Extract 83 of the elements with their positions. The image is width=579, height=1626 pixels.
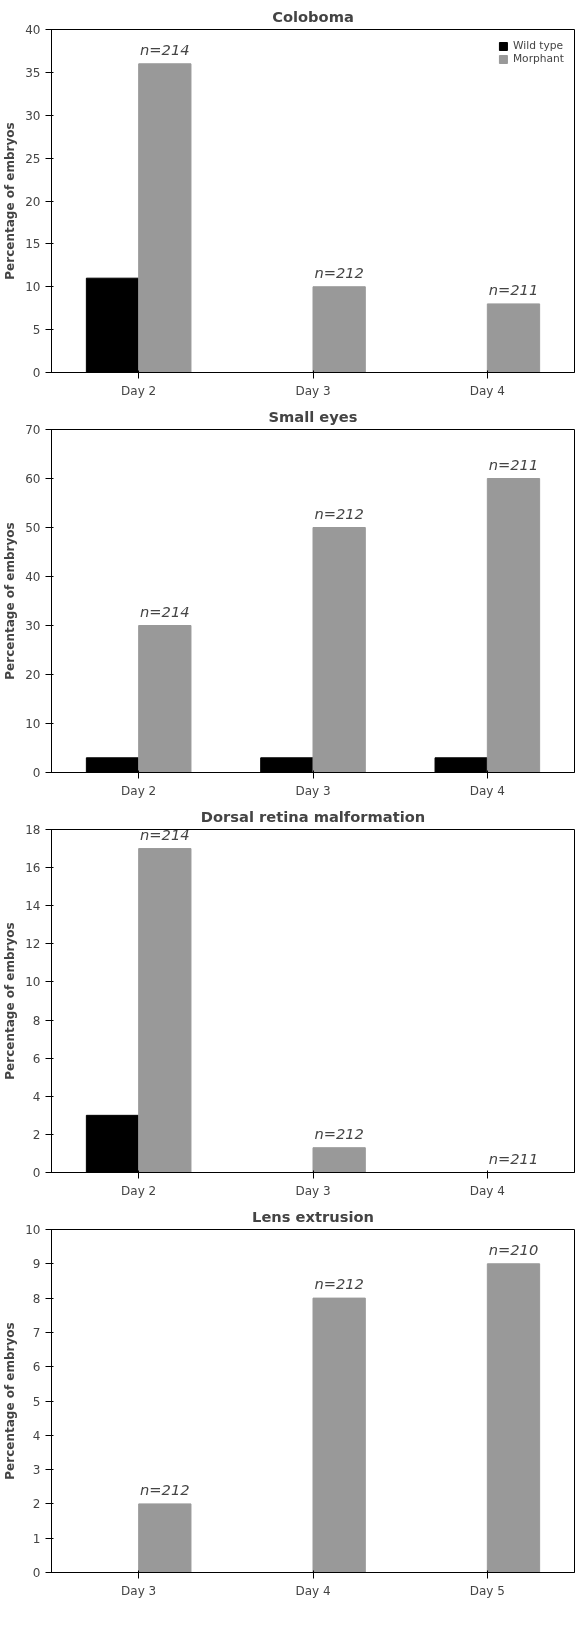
annotation: n=212 — [140, 1480, 190, 1498]
y-axis-title: Percentage of embryos — [3, 922, 18, 1080]
y-tick-label: 0 — [32, 1166, 41, 1180]
annotation: n=214 — [140, 40, 190, 58]
annotation: n=212 — [314, 1275, 364, 1293]
y-tick-label: 15 — [25, 237, 41, 252]
y-tick-label: 40 — [25, 23, 41, 37]
chart-title: Lens extrusion — [252, 1207, 374, 1225]
y-tick-label: 8 — [32, 1013, 41, 1028]
y-tick-label: 14 — [25, 899, 41, 914]
bar — [312, 1147, 366, 1173]
chart-title: Dorsal retina malformation — [200, 807, 426, 825]
chart-title: Small eyes — [268, 407, 358, 425]
x-tick-label: Day 4 — [295, 1583, 331, 1598]
annotation: n=212 — [314, 1124, 364, 1142]
y-tick-label: 1 — [32, 1531, 41, 1546]
bar — [486, 303, 541, 373]
y-tick-label: 4 — [32, 1428, 41, 1443]
y-axis-title: Percentage of embryos — [3, 1322, 18, 1480]
y-tick-label: 9 — [32, 1257, 41, 1272]
annotation: n=211 — [488, 1149, 539, 1167]
y-tick-label: 6 — [32, 1360, 41, 1375]
y-tick-label: 2 — [32, 1127, 41, 1142]
legend-label: Morphant — [512, 52, 564, 65]
y-tick-label: 40 — [25, 570, 41, 584]
y-tick-label: 12 — [25, 937, 41, 952]
y-tick-label: 10 — [25, 280, 41, 295]
y-tick-label: 5 — [32, 1394, 41, 1409]
bar — [138, 848, 192, 1173]
y-tick-label: 16 — [25, 861, 41, 876]
x-tick-label: Day 4 — [469, 1183, 505, 1198]
bar — [138, 1503, 192, 1573]
x-tick-label: Day 4 — [469, 783, 505, 798]
y-tick-label: 0 — [32, 766, 41, 780]
y-tick-label: 10 — [25, 1223, 41, 1237]
y-tick-label: 8 — [32, 1291, 41, 1306]
y-tick-label: 0 — [32, 366, 41, 380]
x-tick-label: Day 3 — [121, 1583, 157, 1598]
y-tick-label: 10 — [25, 717, 41, 731]
y-tick-label: 20 — [25, 194, 41, 209]
y-tick-label: 35 — [25, 65, 41, 80]
bar — [312, 1297, 366, 1573]
x-tick-label: Day 3 — [295, 1183, 331, 1198]
x-tick-label: Day 2 — [121, 383, 157, 398]
annotation: n=214 — [140, 825, 190, 843]
y-tick-label: 25 — [25, 151, 41, 166]
x-tick-label: Day 3 — [295, 783, 331, 798]
chart-title: Coloboma — [272, 7, 354, 25]
x-tick-label: Day 2 — [121, 1183, 157, 1198]
y-tick-label: 10 — [25, 975, 41, 990]
y-axis-title: Percentage of embryos — [3, 122, 18, 280]
x-tick-label: Day 5 — [469, 1583, 505, 1598]
y-tick-label: 70 — [25, 423, 41, 437]
y-tick-label: 3 — [32, 1463, 41, 1478]
annotation: n=214 — [140, 602, 190, 620]
annotation: n=211 — [488, 455, 539, 473]
bar — [138, 63, 192, 373]
bar — [138, 625, 192, 773]
y-tick-label: 6 — [32, 1051, 41, 1066]
y-axis-title: Percentage of embryos — [3, 522, 18, 680]
x-tick-label: Day 3 — [295, 383, 331, 398]
annotation: n=210 — [488, 1240, 539, 1258]
y-tick-label: 20 — [25, 668, 41, 682]
x-tick-label: Day 2 — [121, 783, 157, 798]
x-tick-label: Day 4 — [469, 383, 505, 398]
bar — [486, 478, 541, 773]
annotation: n=212 — [314, 263, 364, 281]
legend-label: Wild type — [512, 39, 564, 52]
annotation: n=212 — [314, 504, 364, 522]
y-tick-label: 2 — [32, 1497, 41, 1512]
y-tick-label: 7 — [32, 1325, 41, 1340]
y-tick-label: 60 — [25, 472, 41, 486]
y-tick-label: 0 — [32, 1566, 41, 1580]
y-tick-label: 5 — [32, 323, 41, 338]
y-tick-label: 30 — [25, 619, 41, 633]
annotation: n=211 — [488, 280, 539, 298]
bar — [486, 1263, 541, 1573]
y-tick-label: 4 — [32, 1089, 41, 1104]
y-tick-label: 30 — [25, 108, 41, 123]
y-tick-label: 18 — [25, 823, 41, 837]
y-tick-label: 50 — [25, 521, 41, 535]
bar — [312, 527, 366, 773]
bar — [312, 286, 366, 373]
